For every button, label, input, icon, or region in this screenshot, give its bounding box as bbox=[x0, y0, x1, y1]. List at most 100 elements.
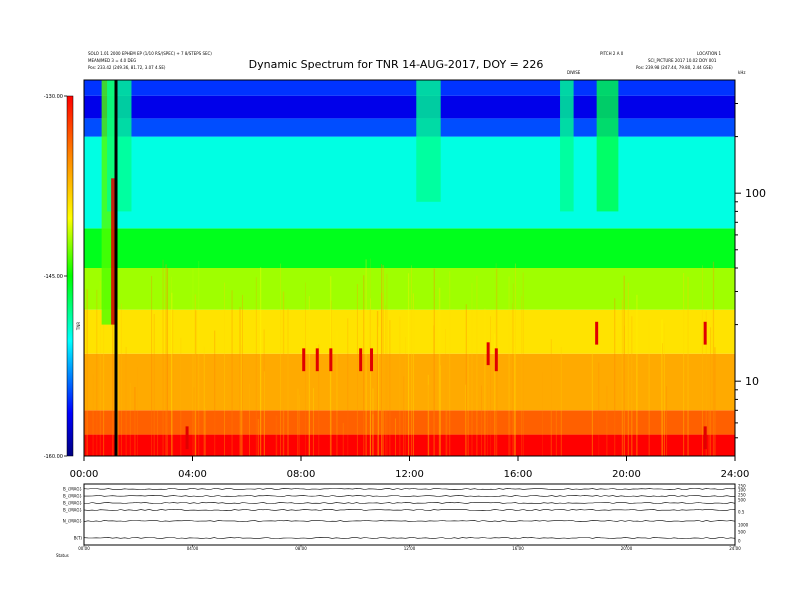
spectrum-streak bbox=[231, 290, 233, 456]
spectrum-streak bbox=[214, 330, 216, 456]
emission-spot bbox=[329, 348, 333, 372]
lower-x-tick-label: 08:00 bbox=[295, 546, 307, 551]
colorbar: -130.00 -145.00 -160.00 TNR bbox=[44, 94, 81, 460]
spectrum-streak bbox=[257, 419, 260, 456]
spectrum-streak bbox=[621, 299, 623, 456]
spectrum-streak bbox=[162, 259, 164, 456]
spectrum-streak bbox=[714, 347, 716, 456]
spectrum-streak bbox=[166, 267, 169, 456]
chart-title: Dynamic Spectrum for TNR 14-AUG-2017, DO… bbox=[248, 58, 544, 71]
x-tick-label: 08:00 bbox=[287, 469, 316, 480]
lower-right-label: 100 bbox=[738, 488, 746, 493]
spectrum-streak bbox=[336, 331, 338, 456]
spectrum-streak bbox=[377, 326, 380, 456]
emission-spot bbox=[595, 321, 599, 345]
lower-row-trace bbox=[83, 488, 736, 490]
spectrum-streak bbox=[151, 275, 153, 456]
spectrum-streak bbox=[203, 346, 205, 456]
spectrum-streak bbox=[171, 292, 173, 456]
header-left-line3: Pos: 233.42 (249.36, 81.72, 3.07 4.SE) bbox=[88, 65, 166, 70]
emission-spot bbox=[359, 348, 363, 372]
spectrum-streak bbox=[412, 293, 415, 456]
spectrum-streak bbox=[342, 422, 344, 456]
header-left-line2: MEAN/MED 3 = 4.0 DEG bbox=[88, 58, 137, 63]
colorbar-label: TNR bbox=[76, 322, 81, 331]
spectrum-streak bbox=[481, 385, 482, 456]
data-gap-line bbox=[114, 80, 118, 456]
lower-row-label: B_{MAG} bbox=[63, 501, 83, 506]
lower-x-tick-label: 00:00 bbox=[78, 546, 90, 551]
spectrum-streak bbox=[382, 265, 384, 456]
spectrum-streak bbox=[263, 371, 265, 456]
spectrum-streak bbox=[356, 284, 358, 456]
spectrum-streak bbox=[125, 346, 127, 456]
spectrum-band bbox=[84, 410, 735, 435]
x-tick-label: 00:00 bbox=[70, 469, 99, 480]
spectrum-streak bbox=[663, 323, 665, 456]
spectrum-streak bbox=[165, 264, 167, 456]
spectrum-streak bbox=[365, 259, 367, 456]
lower-right-label: 500 bbox=[738, 498, 746, 503]
spectrum-streak bbox=[347, 318, 349, 456]
lower-x-tick-label: 24:00 bbox=[729, 546, 741, 551]
spectrum-streak bbox=[514, 263, 516, 456]
spectrum-streak bbox=[631, 316, 633, 456]
header-right-top1: PITCH 2 A 0 bbox=[600, 51, 624, 56]
emission-spot bbox=[370, 348, 374, 372]
spectrum-streak bbox=[508, 276, 510, 456]
spectrum-streak bbox=[465, 304, 467, 456]
radio-burst bbox=[560, 80, 574, 212]
spectrum-streak bbox=[560, 347, 562, 456]
radio-burst bbox=[416, 80, 441, 202]
lower-frame bbox=[83, 483, 736, 546]
spectrum-band bbox=[84, 353, 735, 411]
spectrum-streak bbox=[513, 347, 516, 456]
lower-x-tick-label: 04:00 bbox=[187, 546, 199, 551]
spectrum-streak bbox=[275, 415, 278, 456]
spectrum-streak bbox=[606, 385, 608, 456]
lower-right-label: 500 bbox=[738, 530, 746, 535]
spectrum-streak bbox=[381, 292, 383, 456]
spectrum-streak bbox=[239, 306, 241, 456]
spectrum-streak bbox=[395, 418, 396, 456]
spectrum-streak bbox=[205, 408, 206, 456]
lower-x-tick-label: 20:00 bbox=[621, 546, 633, 551]
spectrum-streak bbox=[399, 316, 401, 456]
spectrum-band bbox=[84, 80, 735, 96]
colorbar-tick-label: -130.00 bbox=[44, 94, 63, 100]
spectrum-streak bbox=[550, 339, 552, 456]
spectrum-streak bbox=[376, 310, 379, 456]
spectrum-streak bbox=[297, 388, 299, 456]
spectrum-streak bbox=[312, 388, 314, 456]
spectrogram-plot bbox=[84, 80, 735, 456]
spectrum-band bbox=[84, 95, 735, 119]
emission-column bbox=[111, 178, 116, 325]
header-marker-label: DIWSE bbox=[567, 70, 581, 75]
spectrum-band bbox=[84, 309, 735, 354]
spectrum-streak bbox=[710, 327, 712, 456]
spectrum-band bbox=[84, 434, 735, 456]
spectrum-streak bbox=[255, 277, 257, 456]
lower-x-tick-label: 16:00 bbox=[512, 546, 524, 551]
emission-spot bbox=[494, 348, 498, 372]
lower-panel: B_{MAG} B_{MAG} B_{MAG} B_{MAG} N_{MAG} B(T) 2… bbox=[56, 483, 749, 558]
spectrum-streak bbox=[84, 308, 85, 456]
spectrum-streak bbox=[683, 273, 685, 456]
spectrum-streak bbox=[440, 365, 441, 456]
y-tick-label: 10 bbox=[745, 375, 759, 388]
spectrum-band bbox=[84, 136, 735, 229]
x-tick-label: 16:00 bbox=[504, 469, 533, 480]
spectrum-streak bbox=[467, 336, 469, 456]
spectrum-streak bbox=[112, 257, 114, 456]
spectrum-streak bbox=[241, 294, 243, 456]
colorbar-gradient bbox=[66, 95, 74, 457]
spectrum-streak bbox=[648, 319, 650, 456]
header-right-line3: Pos: 239.98 (247.44, 79.80, 2.44 GSE) bbox=[636, 65, 713, 70]
lower-row-label: B_{MAG} bbox=[63, 508, 83, 513]
lower-right-label: 0.5 bbox=[738, 510, 745, 515]
lower-row-trace bbox=[83, 520, 736, 522]
colorbar-tick-label: -160.00 bbox=[44, 454, 63, 460]
spectrum-streak bbox=[522, 272, 524, 456]
spectrum-band bbox=[84, 268, 735, 310]
